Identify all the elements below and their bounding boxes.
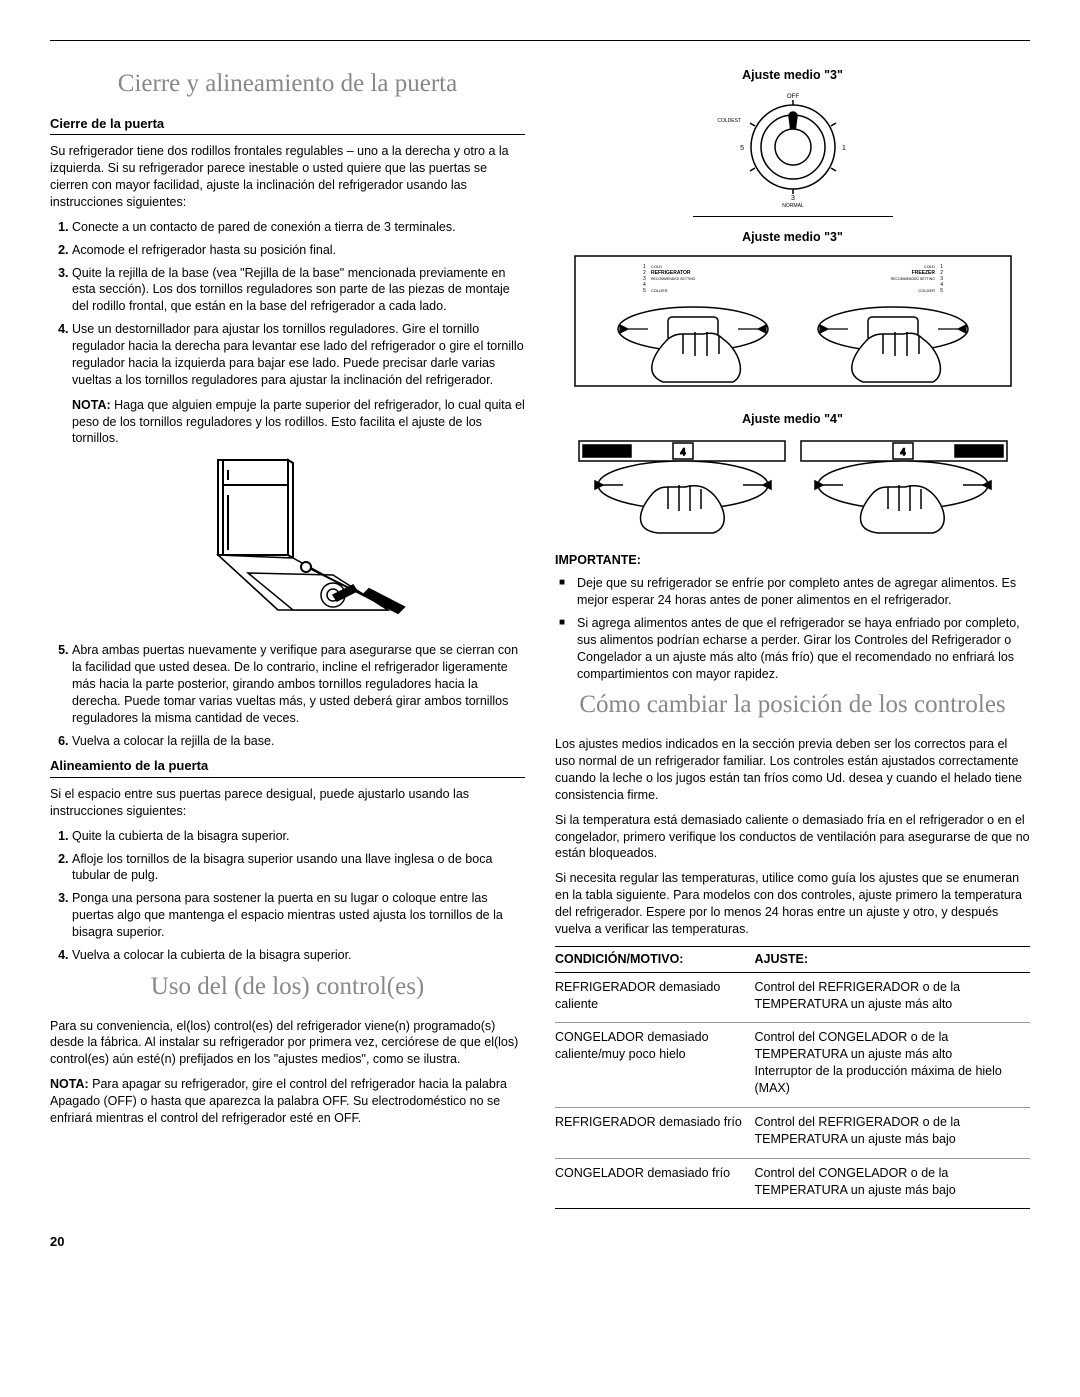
step-item: Quite la rejilla de la base (vea "Rejill… [72,265,525,316]
slider-figure: REFRIGERATOR 4 [555,435,1030,540]
td-adjust: Control del CONGELADOR o de la TEMPERATU… [755,1023,1031,1108]
panel-n5r: 5 [940,288,943,294]
paragraph: Los ajustes medios indicados en la secci… [555,736,1030,804]
step-item: Abra ambas puertas nuevamente y verifiqu… [72,642,525,726]
step-item: Ponga una persona para sostener la puert… [72,890,525,941]
important-list: Deje que su refrigerador se enfríe por c… [555,575,1030,682]
slide-freezer-label: FREEZER [964,450,993,456]
table-row: CONGELADOR demasiado frío Control del CO… [555,1158,1030,1209]
table-header-row: CONDICIÓN/MOTIVO: AJUSTE: [555,946,1030,972]
note: NOTA: Haga que alguien empuje la parte s… [72,397,525,448]
step-text: Use un destornillador para ajustar los t… [72,322,524,387]
paragraph: Si la temperatura está demasiado calient… [555,812,1030,863]
page-number: 20 [50,1233,1030,1251]
note-text: Para apagar su refrigerador, gire el con… [50,1077,507,1125]
door-align-steps: Quite la cubierta de la bisagra superior… [50,828,525,964]
step-item: Quite la cubierta de la bisagra superior… [72,828,525,845]
table-row: CONGELADOR demasiado caliente/muy poco h… [555,1023,1030,1108]
panel-freezer-label: FREEZER [911,270,935,276]
panel-refrig-label: REFRIGERATOR [651,270,691,276]
th-condition: CONDICIÓN/MOTIVO: [555,946,755,972]
td-adjust: Control del REFRIGERADOR o de la TEMPERA… [755,972,1031,1023]
leveling-screw-figure [50,455,525,630]
dial-3: 3 [791,195,795,202]
th-adjust: AJUSTE: [755,946,1031,972]
dial-coldest: COLDEST [717,118,741,124]
dial-caption-3: Ajuste medio "4" [555,411,1030,428]
panel-colder-l: COLDER [651,288,668,293]
bullet-item: Si agrega alimentos antes de que el refr… [577,615,1030,683]
dial-1: 1 [842,145,846,152]
note-label: NOTA: [50,1077,89,1091]
panel-cold-r: COLD [923,264,934,269]
door-closing-steps: Conecte a un contacto de pared de conexi… [50,219,525,448]
dial-figure: OFF 1 3 NORMAL 5 COLDEST [555,92,1030,217]
slide-4-r: 4 [900,447,905,457]
step-item: Afloje los tornillos de la bisagra super… [72,851,525,885]
step-item: Use un destornillador para ajustar los t… [72,321,525,447]
panel-figure: 1 2 3 4 5 COLD REFRIGERATOR RECOMMENDED … [555,254,1030,399]
note-label: NOTA: [72,398,111,412]
dial-caption-2: Ajuste medio "3" [555,229,1030,246]
paragraph: Para su conveniencia, el(los) control(es… [50,1018,525,1069]
table-row: REFRIGERADOR demasiado frío Control del … [555,1107,1030,1158]
td-condition: REFRIGERADOR demasiado frío [555,1107,755,1158]
panel-n5l: 5 [643,288,646,294]
left-column: Cierre y alineamiento de la puerta Cierr… [50,61,525,1209]
td-adjust: Control del CONGELADOR o de la TEMPERATU… [755,1158,1031,1209]
note: NOTA: Para apagar su refrigerador, gire … [50,1076,525,1127]
step-item: Conecte a un contacto de pared de conexi… [72,219,525,236]
note-text: Haga que alguien empuje la parte superio… [72,398,525,446]
important-label: IMPORTANTE: [555,552,1030,569]
td-condition: CONGELADOR demasiado frío [555,1158,755,1209]
figure-rule [693,216,893,217]
panel-rec-r: RECOMMENDED SETTING [890,277,935,281]
td-condition: CONGELADOR demasiado caliente/muy poco h… [555,1023,755,1108]
right-column: Ajuste medio "3" [555,61,1030,1209]
door-closing-steps-cont: Abra ambas puertas nuevamente y verifiqu… [50,642,525,749]
section-title-controls: Uso del (de los) control(es) [50,970,525,1004]
paragraph: Su refrigerador tiene dos rodillos front… [50,143,525,211]
paragraph: Si el espacio entre sus puertas parece d… [50,786,525,820]
top-rule [50,40,1030,41]
slide-4-l: 4 [680,447,685,457]
section-title-door: Cierre y alineamiento de la puerta [50,67,525,101]
step-item: Vuelva a colocar la rejilla de la base. [72,733,525,750]
adjustment-table: CONDICIÓN/MOTIVO: AJUSTE: REFRIGERADOR d… [555,946,1030,1210]
subhead-door-alignment: Alineamiento de la puerta [50,757,525,778]
subhead-door-closing: Cierre de la puerta [50,115,525,136]
dial-5: 5 [740,145,744,152]
two-column-layout: Cierre y alineamiento de la puerta Cierr… [50,61,1030,1209]
step-item: Acomode el refrigerador hasta su posició… [72,242,525,259]
dial-normal: NORMAL [782,203,804,207]
panel-cold-l: COLD [651,264,662,269]
td-condition: REFRIGERADOR demasiado caliente [555,972,755,1023]
panel-colder-r: COLDER [918,288,935,293]
dial-off-label: OFF [787,94,799,100]
section-title-change-controls: Cómo cambiar la posición de los controle… [555,688,1030,722]
panel-rec-l: RECOMMENDED SETTING [651,277,696,281]
manual-page: Cierre y alineamiento de la puerta Cierr… [0,0,1080,1291]
dial-caption-1: Ajuste medio "3" [555,67,1030,84]
bullet-item: Deje que su refrigerador se enfríe por c… [577,575,1030,609]
paragraph: Si necesita regular las temperaturas, ut… [555,870,1030,938]
table-row: REFRIGERADOR demasiado caliente Control … [555,972,1030,1023]
step-item: Vuelva a colocar la cubierta de la bisag… [72,947,525,964]
td-adjust: Control del REFRIGERADOR o de la TEMPERA… [755,1107,1031,1158]
slide-refrig-label: REFRIGERATOR [583,450,631,456]
